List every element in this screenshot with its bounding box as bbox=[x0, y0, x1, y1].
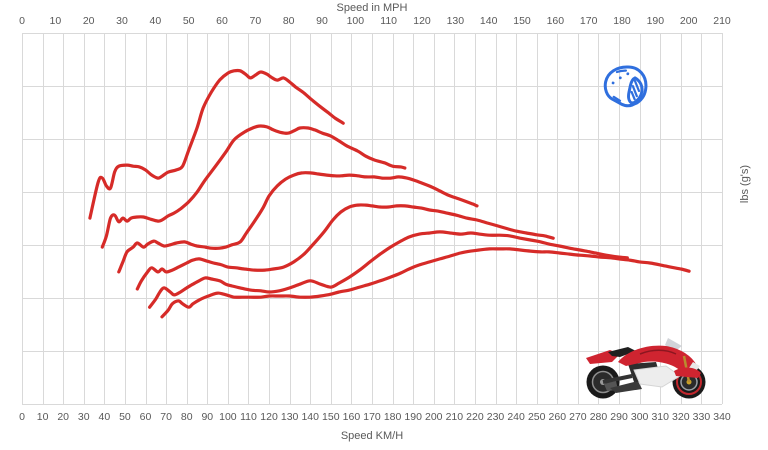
motorcycle-helmet-icon bbox=[603, 65, 648, 108]
kmh-tick-label: 80 bbox=[180, 411, 193, 423]
kmh-tick-label: 30 bbox=[77, 411, 90, 423]
mph-tick-label: 0 bbox=[19, 15, 25, 27]
kmh-tick-label: 200 bbox=[424, 411, 443, 423]
kmh-tick-label: 330 bbox=[692, 411, 711, 423]
kmh-tick-label: 250 bbox=[527, 411, 546, 423]
kmh-tick-label: 310 bbox=[651, 411, 669, 423]
bottom-axis-title: Speed KM/H bbox=[340, 430, 404, 442]
mph-tick-label: 90 bbox=[316, 15, 328, 27]
kmh-tick-label: 60 bbox=[139, 411, 152, 423]
sport-motorcycle-image bbox=[586, 338, 706, 399]
kmh-tick-label: 190 bbox=[404, 411, 422, 423]
mph-tick-label: 180 bbox=[613, 15, 631, 27]
curve-6 bbox=[160, 247, 691, 319]
kmh-tick-label: 300 bbox=[630, 411, 649, 423]
gear-curves bbox=[88, 68, 691, 319]
mph-tick-label: 40 bbox=[149, 15, 162, 27]
mph-tick-label: 210 bbox=[713, 15, 731, 27]
mph-tick-label: 150 bbox=[513, 15, 531, 27]
mph-tick-label: 10 bbox=[49, 15, 62, 27]
kmh-tick-label: 90 bbox=[201, 411, 214, 423]
curve-1 bbox=[88, 68, 345, 220]
mph-tick-label: 100 bbox=[346, 15, 365, 27]
kmh-tick-label: 50 bbox=[119, 411, 131, 423]
kmh-tick-label: 270 bbox=[569, 411, 587, 423]
curve-5 bbox=[148, 230, 629, 309]
mph-tick-label: 190 bbox=[646, 15, 665, 27]
kmh-tick-label: 70 bbox=[160, 411, 172, 423]
mph-tick-label: 50 bbox=[182, 15, 195, 27]
kmh-tick-label: 140 bbox=[301, 411, 319, 423]
kmh-tick-label: 0 bbox=[19, 411, 25, 423]
curve-4 bbox=[135, 203, 555, 291]
kmh-tick-label: 340 bbox=[713, 411, 731, 423]
kmh-tick-label: 240 bbox=[507, 411, 525, 423]
kmh-tick-label: 280 bbox=[589, 411, 608, 423]
mph-tick-label: 120 bbox=[413, 15, 431, 27]
kmh-tick-label: 20 bbox=[57, 411, 70, 423]
kmh-tick-label: 160 bbox=[342, 411, 361, 423]
mph-tick-label: 70 bbox=[249, 15, 262, 27]
mph-tick-label: 200 bbox=[679, 15, 698, 27]
kmh-tick-label: 170 bbox=[363, 411, 381, 423]
mph-tick-label: 80 bbox=[282, 15, 295, 27]
right-axis-title-box: lbs (g's) bbox=[734, 118, 756, 250]
kmh-tick-label: 150 bbox=[322, 411, 340, 423]
mph-tick-label: 60 bbox=[216, 15, 228, 27]
curve-2 bbox=[100, 124, 407, 249]
kmh-tick-label: 110 bbox=[240, 411, 257, 423]
mph-tick-label: 140 bbox=[479, 15, 498, 27]
kmh-tick-label: 230 bbox=[486, 411, 505, 423]
kmh-tick-label: 130 bbox=[280, 411, 299, 423]
kmh-tick-label: 180 bbox=[383, 411, 402, 423]
top-axis-title: Speed in MPH bbox=[336, 2, 408, 14]
kmh-tick-label: 260 bbox=[548, 411, 567, 423]
mph-tick-label: 20 bbox=[82, 15, 95, 27]
kmh-tick-label: 10 bbox=[36, 411, 49, 423]
kmh-tick-label: 210 bbox=[445, 411, 464, 423]
kmh-tick-label: 40 bbox=[98, 411, 111, 423]
kmh-tick-label: 320 bbox=[672, 411, 690, 423]
mph-tick-label: 170 bbox=[579, 15, 598, 27]
mph-tick-label: 110 bbox=[380, 15, 398, 27]
kmh-tick-label: 220 bbox=[466, 411, 484, 423]
mph-tick-label: 160 bbox=[546, 15, 565, 27]
mph-tick-label: 30 bbox=[116, 15, 128, 27]
kmh-tick-label: 120 bbox=[260, 411, 278, 423]
curve-3 bbox=[117, 171, 479, 274]
mph-tick-label: 130 bbox=[446, 15, 465, 27]
kmh-tick-label: 100 bbox=[219, 411, 237, 423]
right-axis-title: lbs (g's) bbox=[739, 164, 752, 204]
kmh-tick-label: 290 bbox=[610, 411, 628, 423]
